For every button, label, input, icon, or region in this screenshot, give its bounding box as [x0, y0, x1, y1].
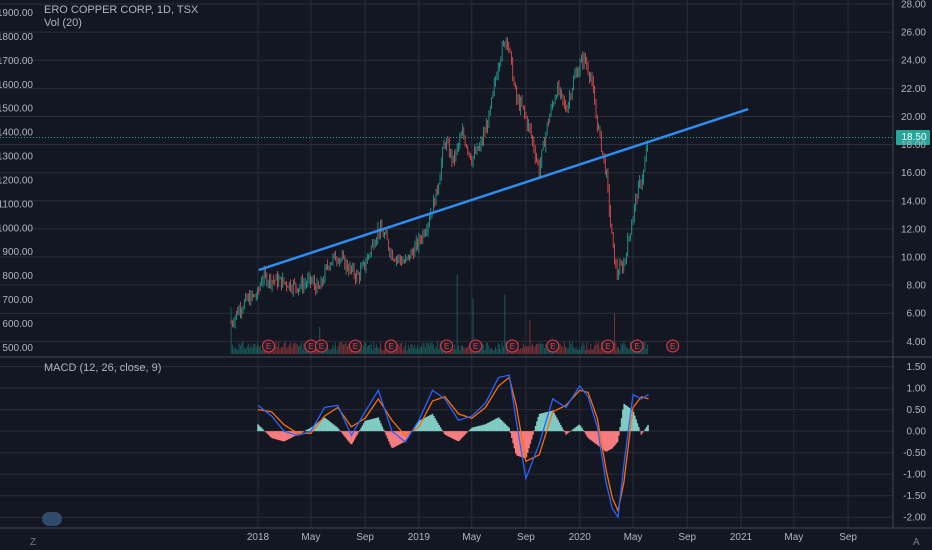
left-axis-label: 1200.00 [0, 175, 33, 186]
time-axis-label: May [624, 532, 643, 543]
price-axis-label: 28.00 [901, 0, 926, 11]
macd-axis-label: -1.00 [903, 470, 926, 481]
left-axis-label: 500.00 [2, 343, 33, 354]
price-axis-label: 26.00 [901, 28, 926, 39]
left-axis-label: 1100.00 [0, 199, 33, 210]
interval-label: 1D [156, 4, 171, 16]
macd-axis-label: 0.50 [907, 405, 927, 416]
earnings-marker-label: E [444, 342, 449, 351]
earnings-marker [314, 339, 328, 353]
earnings-marker-label: E [266, 342, 271, 351]
macd-legend[interactable]: MACD (12, 26, close, 9) [44, 362, 162, 374]
earnings-marker-label: E [388, 342, 393, 351]
earnings-marker [546, 339, 560, 353]
earnings-marker [348, 339, 362, 353]
earnings-marker-label: E [473, 342, 478, 351]
left-axis-label: 800.00 [2, 271, 33, 282]
macd-axis-label: 0.00 [907, 427, 927, 438]
left-axis-label: 600.00 [2, 319, 33, 330]
auto-scale-button[interactable]: A [913, 537, 920, 548]
left-axis-label: 1800.00 [0, 32, 33, 43]
macd-axis-label: 1.50 [907, 362, 927, 373]
earnings-marker-label: E [550, 342, 555, 351]
macd-axis-label: 1.00 [907, 384, 927, 395]
time-axis-label: Sep [839, 532, 857, 543]
time-axis-label: Sep [517, 532, 535, 543]
left-axis-label: 1900.00 [0, 8, 33, 19]
price-series [230, 37, 648, 329]
chart-title[interactable]: ERO COPPER CORP, 1D, TSX [44, 4, 199, 16]
earnings-marker-label: E [510, 342, 515, 351]
symbol-name: ERO COPPER CORP [44, 4, 151, 16]
earnings-marker [384, 339, 398, 353]
left-axis-label: 1600.00 [0, 80, 33, 91]
left-axis-label: 1700.00 [0, 56, 33, 67]
earnings-marker-label: E [353, 342, 358, 351]
macd-layer [257, 374, 649, 520]
earnings-marker [505, 339, 519, 353]
earnings-marker [601, 339, 615, 353]
macd-axis-label: -0.50 [903, 448, 926, 459]
earnings-marker-label: E [319, 342, 324, 351]
left-axis-label: 900.00 [2, 247, 33, 258]
price-axis-label: 18.00 [901, 140, 926, 151]
time-axis-label: 2021 [730, 532, 753, 543]
time-axis-label: May [462, 532, 481, 543]
price-axis-label: 16.00 [901, 168, 926, 179]
time-axis-label: 2019 [408, 532, 431, 543]
left-axis-label: 1000.00 [0, 223, 33, 234]
price-axis-label: 8.00 [907, 281, 927, 292]
price-axis-label: 20.00 [901, 112, 926, 123]
price-axis-label: 6.00 [907, 309, 927, 320]
signal-line [257, 376, 649, 513]
earnings-marker-label: E [634, 342, 639, 351]
earnings-marker-label: E [308, 342, 313, 351]
earnings-marker [262, 339, 276, 353]
last-price-tag: 18.50 [901, 132, 927, 144]
time-axis-label: May [784, 532, 803, 543]
earnings-marker [469, 339, 483, 353]
earnings-marker [440, 339, 454, 353]
trendline [258, 108, 749, 271]
time-axis-label: 2018 [247, 532, 270, 543]
macd-axis-label: -2.00 [903, 513, 926, 524]
earnings-marker [666, 339, 680, 353]
time-axis-label: 2020 [569, 532, 592, 543]
volume-legend[interactable]: Vol (20) [44, 17, 82, 29]
left-axis-label: 1400.00 [0, 128, 33, 139]
left-axis-label: 1300.00 [0, 152, 33, 163]
log-scale-button[interactable]: Z [30, 537, 37, 548]
earnings-marker [630, 339, 644, 353]
macd-line [257, 374, 649, 520]
last-price-tag-bg [896, 130, 930, 146]
time-axis-label: May [301, 532, 320, 543]
price-axis-label: 24.00 [901, 56, 926, 67]
price-axis-label: 12.00 [901, 224, 926, 235]
left-axis-label: 1500.00 [0, 104, 33, 115]
time-axis-label: Sep [678, 532, 696, 543]
cloud-logo-icon[interactable] [42, 512, 62, 526]
earnings-marker-label: E [605, 342, 610, 351]
price-axis-label: 4.00 [907, 337, 927, 348]
price-axis-label: 10.00 [901, 253, 926, 264]
earnings-marker-label: E [670, 342, 675, 351]
exchange-label: TSX [176, 4, 199, 16]
macd-axis-label: -1.50 [903, 491, 926, 502]
price-axis-label: 14.00 [901, 196, 926, 207]
price-axis-label: 22.00 [901, 84, 926, 95]
time-axis-label: Sep [356, 532, 374, 543]
left-axis-label: 700.00 [2, 295, 33, 306]
trendline-layer [0, 108, 930, 271]
